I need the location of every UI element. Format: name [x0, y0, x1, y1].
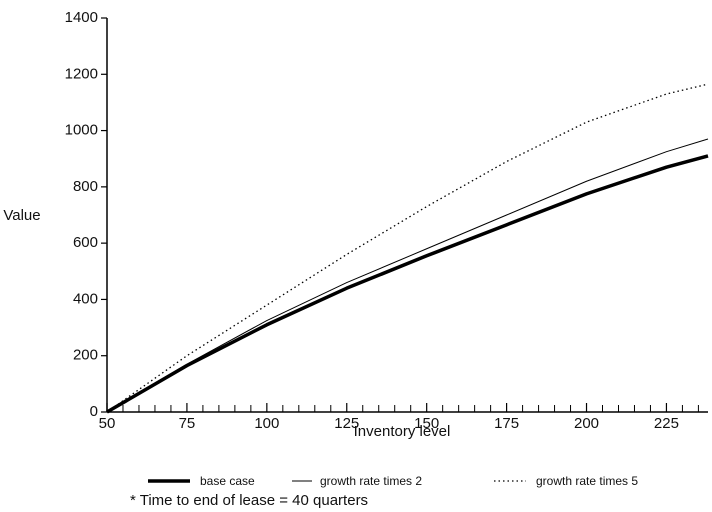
- footnote: * Time to end of lease = 40 quarters: [130, 492, 368, 509]
- data-line: [106, 154, 709, 414]
- x-tick-label: 125: [334, 415, 359, 432]
- y-tick-label: 0: [90, 403, 98, 420]
- x-tick-label: 200: [574, 415, 599, 432]
- data-line: [106, 83, 709, 413]
- x-tick-label: 75: [179, 415, 196, 432]
- y-tick-label: 200: [73, 347, 98, 364]
- x-axis-label: Inventory level: [354, 423, 451, 440]
- legend-label: base case: [200, 474, 255, 488]
- x-tick-label: 150: [414, 415, 439, 432]
- x-tick-label: 175: [494, 415, 519, 432]
- y-tick-label: 1200: [65, 65, 98, 82]
- y-tick-label: 600: [73, 234, 98, 251]
- legend-label: growth rate times 5: [536, 474, 638, 488]
- legend-label: growth rate times 2: [320, 474, 422, 488]
- x-tick-label: 225: [654, 415, 679, 432]
- y-tick-label: 1400: [65, 9, 98, 26]
- y-tick-label: 1000: [65, 122, 98, 139]
- y-tick-label: 400: [73, 290, 98, 307]
- y-tick-label: 800: [73, 178, 98, 195]
- data-line: [106, 138, 709, 413]
- x-tick-label: 100: [254, 415, 279, 432]
- y-axis-label: Value: [3, 207, 40, 224]
- x-tick-label: 50: [99, 415, 116, 432]
